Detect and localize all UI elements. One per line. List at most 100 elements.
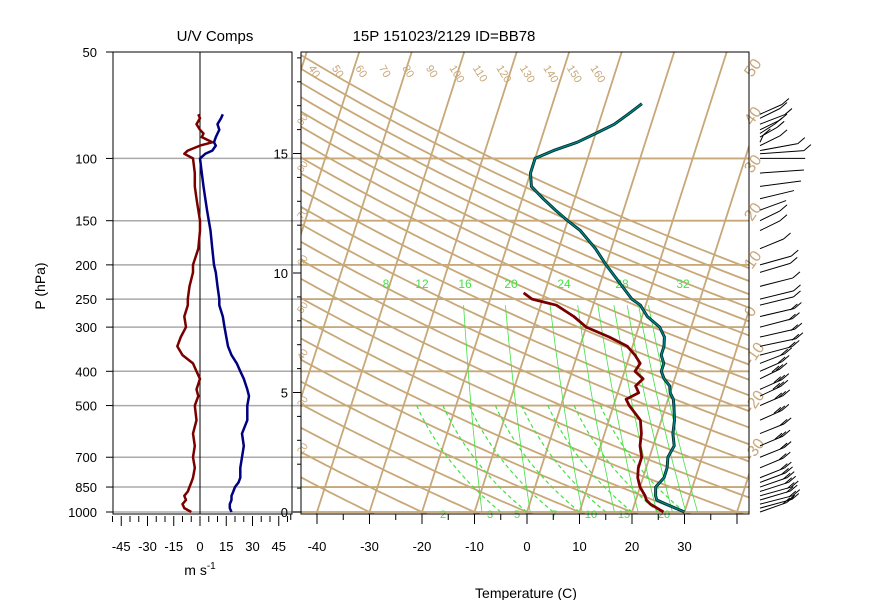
barb-flag-92-0 [780, 130, 787, 136]
isotherm-label-50: 50 [329, 63, 346, 80]
isotherm-label-90: 90 [423, 63, 440, 80]
isotherm-label-80: 80 [399, 63, 416, 80]
ytick-label-850: 850 [75, 480, 97, 495]
barb-shaft-230 [760, 278, 793, 286]
barb-shaft-97 [760, 151, 804, 154]
dry-adiabat-150 [137, 18, 887, 520]
barb-flag-87-0 [777, 121, 784, 127]
isotherm--30 [367, 18, 528, 520]
u-component-line [177, 114, 212, 512]
barb-shaft-900 [760, 487, 791, 496]
mixing-ratio-label-12: 12 [415, 277, 429, 291]
adiabat-label-40: 40 [295, 347, 311, 363]
skewt-title: 15P 151023/2129 ID=BB78 [353, 28, 536, 45]
barb-flag-97-0 [804, 145, 811, 151]
ytick-label-700: 700 [75, 450, 97, 465]
isotherm-label-110: 110 [470, 63, 489, 84]
barb-flag-250-0 [794, 285, 801, 291]
temp-tick-label--30: -30 [360, 539, 379, 554]
isotherm-label-140: 140 [540, 63, 560, 85]
barb-flag-95-0 [798, 138, 805, 144]
moist-label-3: 3 [487, 509, 493, 521]
barb-flag-210-0 [790, 257, 797, 263]
isotherm-label-70: 70 [376, 63, 393, 80]
temp-tick-label--20: -20 [413, 539, 432, 554]
isotherm-label-100: 100 [446, 63, 466, 85]
barb-shaft-92 [760, 136, 780, 146]
skewt-xlabel: Temperature (C) [475, 585, 577, 600]
ytick-label-200: 200 [75, 258, 97, 273]
height-label-0: 0 [281, 505, 288, 520]
temp-tick-label--10: -10 [465, 539, 484, 554]
height-label-5: 5 [281, 386, 288, 401]
xtick-label-15: 15 [219, 539, 233, 554]
height-label-10: 10 [274, 266, 288, 281]
isotherm-label-130: 130 [517, 63, 537, 85]
xtick-label--45: -45 [112, 539, 131, 554]
right-label-0: 0 [741, 303, 760, 320]
isotherm--130 [0, 18, 3, 520]
barb-shaft-110 [760, 170, 804, 173]
moist-label-15: 15 [618, 509, 630, 521]
adiabat-label-20: 20 [295, 441, 311, 457]
xtick-label--30: -30 [138, 539, 157, 554]
barb-shaft-83 [760, 120, 780, 130]
temp-tick-label--40: -40 [308, 539, 327, 554]
adiabat-label-90: 90 [295, 112, 311, 128]
ytick-label-100: 100 [75, 151, 97, 166]
xtick-label-30: 30 [245, 539, 259, 554]
isotherm-label-160: 160 [587, 63, 607, 85]
barb-flag-180-0 [784, 233, 791, 239]
dry-adiabat-60 [0, 18, 864, 520]
barb-shaft-130 [760, 191, 794, 199]
uv-series [177, 114, 249, 512]
uv-xlabel: m s-1 [184, 561, 216, 578]
barb-shaft-340 [760, 339, 796, 347]
adiabat-label-30: 30 [295, 394, 311, 410]
barb-flag-200-0 [791, 250, 798, 256]
barb-shaft-875 [760, 482, 789, 491]
barb-shaft-160 [760, 221, 780, 231]
right-label-10: 10 [741, 248, 765, 272]
isotherm--80 [105, 18, 266, 520]
isotherm-label-150: 150 [564, 63, 584, 85]
moist-label-5: 5 [514, 509, 520, 521]
adiabat-label-60: 60 [295, 253, 311, 269]
isotherm--60 [210, 18, 371, 520]
temp-tick-label-10: 10 [572, 539, 586, 554]
barb-flag-150-0 [780, 205, 787, 211]
mixing-ratio-label-16: 16 [458, 277, 472, 291]
mixing-ratio-label-8: 8 [383, 277, 390, 291]
barb-flag-160-0 [780, 215, 787, 221]
barb-flag-230-0 [793, 272, 800, 278]
barb-flag-260-0 [794, 291, 801, 297]
mixing-ratio-label-24: 24 [557, 277, 571, 291]
mixing-ratio-label-20: 20 [504, 277, 518, 291]
temp-tick-label-0: 0 [523, 539, 530, 554]
uv-frame [113, 52, 292, 514]
barb-shaft-210 [760, 263, 790, 272]
barb-shaft-320 [760, 329, 795, 337]
dry-adiabat-190 [221, 18, 887, 520]
isotherm--70 [157, 18, 318, 520]
ytick-label-500: 500 [75, 399, 97, 414]
xtick-label-45: 45 [272, 539, 286, 554]
ytick-label-50: 50 [83, 45, 97, 60]
moist-label-10: 10 [585, 509, 597, 521]
uv-title: U/V Comps [177, 28, 254, 45]
v-component-line [200, 114, 249, 512]
isotherm--20 [420, 18, 581, 520]
height-label-15: 15 [274, 147, 288, 162]
moist-label-2: 2 [440, 509, 446, 521]
ytick-label-300: 300 [75, 320, 97, 335]
ytick-label-150: 150 [75, 214, 97, 229]
right-label--20: -20 [741, 388, 768, 417]
dry-adiabat--20 [0, 18, 438, 520]
barb-shaft-925 [760, 491, 790, 500]
mixing-ratio-label-32: 32 [676, 277, 690, 291]
xtick-label--15: -15 [164, 539, 183, 554]
